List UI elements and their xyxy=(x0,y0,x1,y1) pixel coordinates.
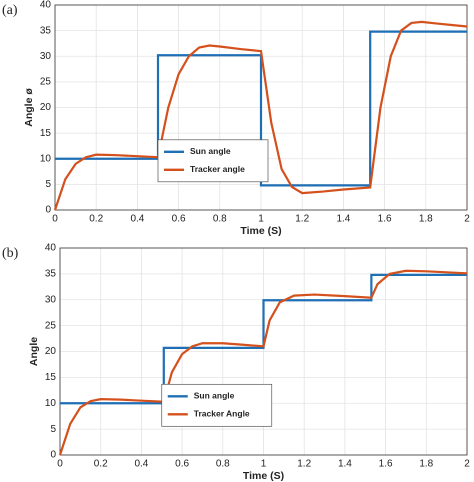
y-tick-label: 20 xyxy=(40,102,52,113)
y-tick-label: 5 xyxy=(45,179,51,190)
x-tick-label: 2 xyxy=(464,214,470,225)
legend-label: Tracker angle xyxy=(190,164,245,174)
x-tick-label: 0.4 xyxy=(134,459,148,470)
y-tick-label: 10 xyxy=(45,398,57,409)
y-tick-label: 0 xyxy=(50,450,56,461)
legend-label: Sun angle xyxy=(190,146,231,156)
axes-frame xyxy=(54,4,468,211)
y-axis-label: Angle xyxy=(28,337,40,366)
x-tick-label: 0.8 xyxy=(216,459,230,470)
x-tick-label: 1.6 xyxy=(378,214,392,225)
y-tick-label: 5 xyxy=(50,424,56,435)
y-tick-label: 20 xyxy=(45,346,57,357)
legend-label: Sun angle xyxy=(194,391,235,401)
y-tick-label: 40 xyxy=(45,243,57,254)
y-tick-label: 35 xyxy=(45,269,57,280)
y-tick-label: 25 xyxy=(45,320,57,331)
x-tick-label: 1.4 xyxy=(338,459,352,470)
x-tick-label: 0.8 xyxy=(213,214,227,225)
chart-panel: 0 0.2 0.4 0.6 0.8 1 1.2 1.4 1.6 1.8 20510152025303… xyxy=(2,243,470,482)
chart-panel: 0 0.2 0.4 0.6 0.8 1 1.2 1.4 1.6 1.8 20510152025303… xyxy=(2,0,470,237)
x-tick-label: 0 xyxy=(57,459,63,470)
series-line xyxy=(58,269,468,456)
y-tick-label: 40 xyxy=(40,0,52,11)
panel-label: (b) xyxy=(2,246,19,261)
panel-label: (a) xyxy=(2,3,18,18)
y-tick-label: 30 xyxy=(45,294,57,305)
x-tick-label: 1.6 xyxy=(379,459,393,470)
x-tick-label: 0.6 xyxy=(175,459,189,470)
y-axis-label: Angle ø xyxy=(23,88,35,127)
y-tick-label: 0 xyxy=(45,205,51,216)
y-tick-label: 35 xyxy=(40,25,52,36)
x-axis-label: Time (S) xyxy=(240,225,281,237)
x-tick-label: 1.8 xyxy=(419,214,433,225)
legend-label: Tracker Angle xyxy=(194,409,250,419)
axes-frame xyxy=(59,247,468,456)
x-tick-label: 1.8 xyxy=(419,459,433,470)
y-tick-label: 10 xyxy=(40,153,52,164)
y-tick-label: 15 xyxy=(45,372,57,383)
x-tick-label: 0 xyxy=(52,214,58,225)
x-tick-label: 0.2 xyxy=(94,459,108,470)
x-tick-label: 1.2 xyxy=(295,214,309,225)
x-axis-label: Time (S) xyxy=(243,470,284,482)
x-tick-label: 1.2 xyxy=(297,459,311,470)
x-tick-label: 2 xyxy=(464,459,470,470)
x-tick-label: 1.4 xyxy=(336,214,350,225)
x-tick-label: 0.6 xyxy=(172,214,186,225)
legend-box xyxy=(157,139,269,183)
series-line xyxy=(53,20,468,211)
y-tick-label: 30 xyxy=(40,51,52,62)
x-tick-label: 1 xyxy=(258,214,264,225)
y-tick-label: 25 xyxy=(40,77,52,88)
x-tick-label: 0.4 xyxy=(130,214,144,225)
legend-box xyxy=(161,383,273,427)
x-tick-label: 1 xyxy=(261,459,267,470)
x-tick-label: 0.2 xyxy=(89,214,103,225)
y-tick-label: 15 xyxy=(40,128,52,139)
